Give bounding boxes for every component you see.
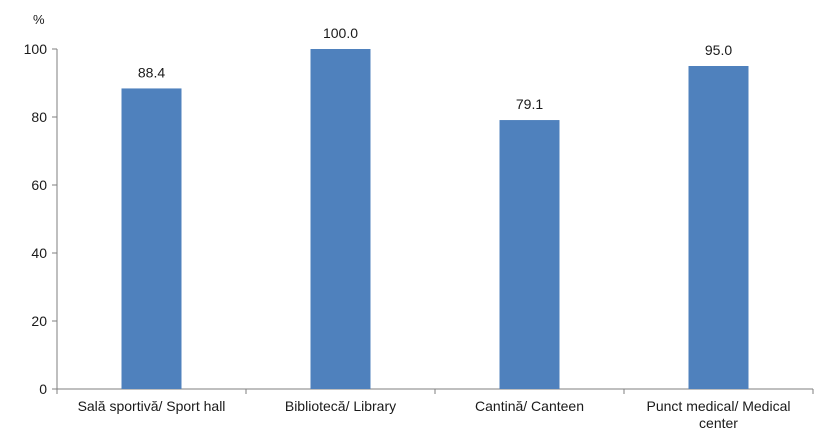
y-tick-label: 100 bbox=[24, 41, 48, 57]
labels-layer: 88.4 Sală sportivă/ Sport hall 100.0 Biblio… bbox=[78, 25, 791, 431]
y-tick-label: 40 bbox=[31, 245, 47, 261]
bar bbox=[688, 66, 749, 389]
bar-value-label: 79.1 bbox=[516, 96, 543, 112]
x-category-label: Cantină/ Canteen bbox=[475, 398, 584, 414]
bar-value-label: 100.0 bbox=[323, 25, 358, 41]
bars-layer bbox=[121, 49, 749, 389]
x-category-label: Punct medical/ Medical bbox=[647, 398, 791, 414]
x-category-label: center bbox=[699, 415, 738, 431]
y-tick-label: 60 bbox=[31, 177, 47, 193]
x-category-label: Bibliotecă/ Library bbox=[285, 398, 396, 414]
y-tick-label: 0 bbox=[39, 381, 47, 397]
bar bbox=[310, 49, 371, 389]
x-category-label: Sală sportivă/ Sport hall bbox=[78, 398, 226, 414]
y-tick-label: 80 bbox=[31, 109, 47, 125]
bar-value-label: 95.0 bbox=[705, 42, 732, 58]
axes-layer: 0 20 40 60 80 100% bbox=[24, 12, 814, 397]
y-axis-unit-label: % bbox=[33, 12, 45, 27]
bar-value-label: 88.4 bbox=[138, 64, 165, 80]
bar bbox=[499, 120, 560, 389]
y-tick-label: 20 bbox=[31, 313, 47, 329]
bar bbox=[121, 88, 182, 389]
